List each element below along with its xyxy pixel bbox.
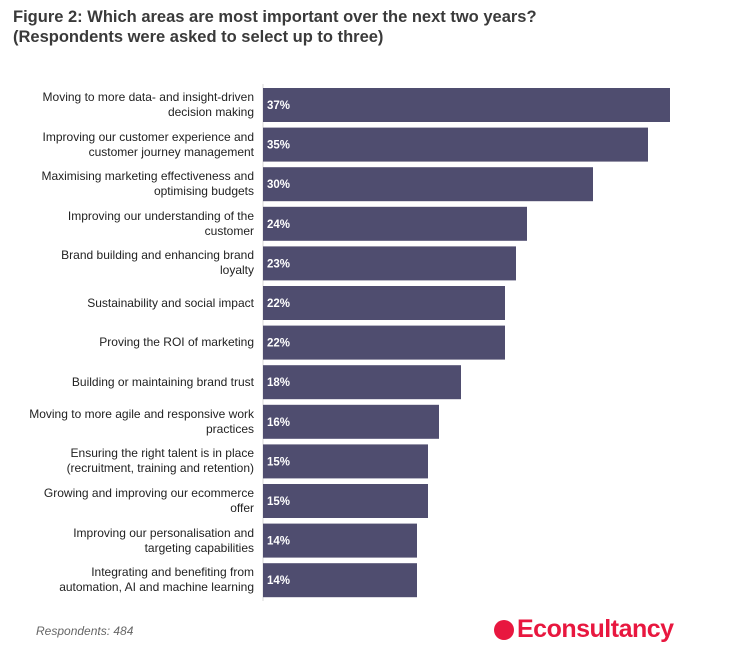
- value-label: 15%: [267, 456, 290, 468]
- value-label: 23%: [267, 258, 290, 270]
- category-label: Improving our customer experience and cu…: [42, 129, 254, 159]
- category-label: Building or maintaining brand trust: [71, 374, 254, 389]
- bar: [263, 246, 516, 281]
- category-label: Improving our understanding of the custo…: [67, 208, 254, 238]
- chart-subtitle: (Respondents were asked to select up to …: [13, 28, 384, 46]
- value-label: 30%: [267, 179, 290, 191]
- category-label: Moving to more agile and responsive work…: [29, 406, 254, 436]
- value-label: 14%: [267, 575, 290, 587]
- value-label: 22%: [267, 298, 290, 310]
- category-label: Ensuring the right talent is in place (r…: [66, 446, 254, 476]
- brand-logo: Econsultancy: [494, 615, 674, 644]
- footnote: Respondents: 484: [36, 624, 134, 638]
- bar: [263, 206, 527, 241]
- value-label: 37%: [267, 100, 290, 112]
- category-label: Proving the ROI of marketing: [99, 335, 254, 350]
- category-label: Integrating and benefiting from automati…: [59, 565, 254, 595]
- bar: [263, 127, 648, 162]
- value-label: 35%: [267, 140, 290, 152]
- chart-title: Figure 2: Which areas are most important…: [13, 8, 537, 26]
- bar: [263, 88, 670, 122]
- bar: [263, 484, 428, 518]
- logo-dot: [494, 619, 514, 640]
- value-label: 24%: [267, 219, 290, 231]
- category-label: Growing and improving our ecommerce offe…: [43, 486, 254, 515]
- bar: [263, 325, 505, 360]
- category-label: Improving our personalisation and target…: [73, 525, 254, 555]
- bar: [263, 404, 439, 439]
- category-label: Brand building and enhancing brand loyal…: [61, 248, 254, 278]
- category-label: Maximising marketing effectiveness and o…: [41, 169, 254, 199]
- category-label: Moving to more data- and insight-driven …: [42, 90, 254, 119]
- value-label: 18%: [267, 377, 290, 389]
- brand-name: Econsultancy: [517, 615, 674, 643]
- category-label: Sustainability and social impact: [87, 295, 254, 310]
- bar: [263, 167, 593, 202]
- bar: [263, 286, 505, 320]
- value-label: 15%: [267, 496, 290, 508]
- bar: [263, 365, 461, 400]
- value-label: 22%: [267, 338, 290, 350]
- value-label: 14%: [267, 536, 290, 548]
- bar: [263, 444, 428, 479]
- bar: [263, 523, 417, 558]
- bar: [263, 563, 417, 598]
- value-label: 16%: [267, 417, 290, 429]
